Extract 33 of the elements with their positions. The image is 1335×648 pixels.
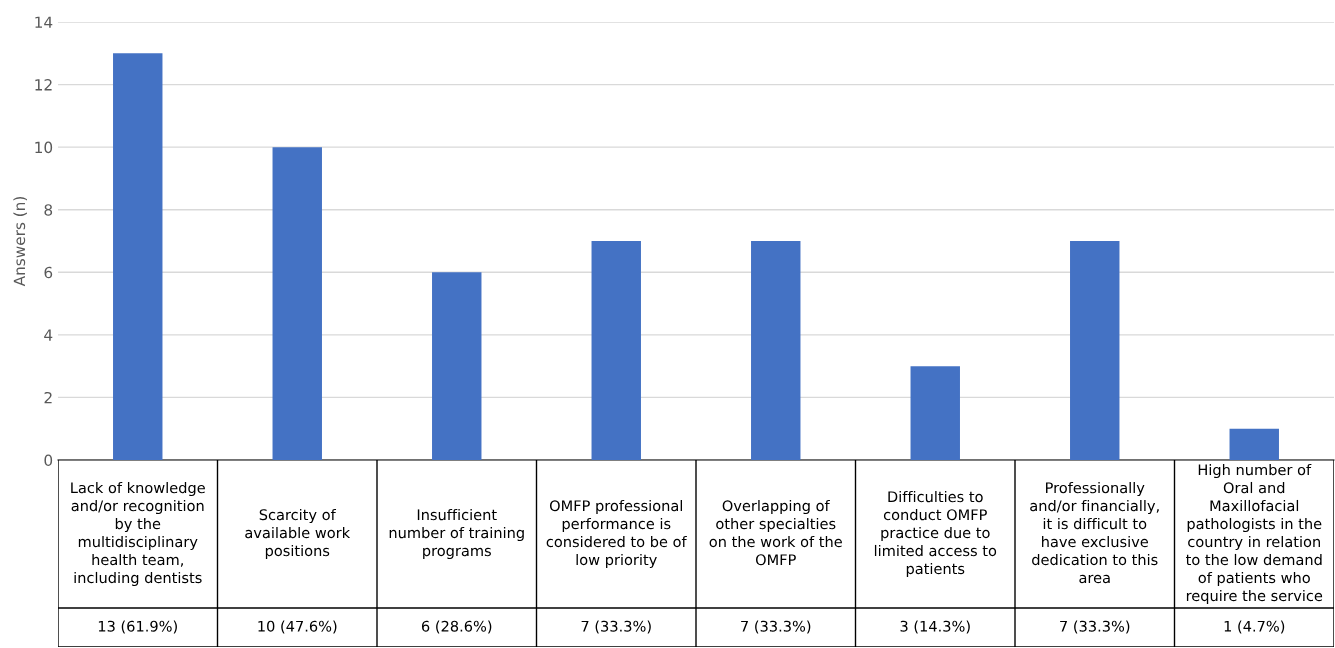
data-label: 13 (61.9%) xyxy=(98,620,177,634)
x-tick-label: OMFP professional performance is considered to be of low priority xyxy=(546,499,687,569)
bar xyxy=(1070,241,1120,460)
x-tick-label: Insufficient number of training programs xyxy=(389,508,524,560)
bar xyxy=(910,366,960,460)
x-tick-label: High number of Oral and Maxillofacial pathologists in the country in relation to the low demand of patients who require the service xyxy=(1186,463,1323,605)
data-label: 7 (33.3%) xyxy=(741,620,811,634)
data-label: 10 (47.6%) xyxy=(258,620,337,634)
bar xyxy=(1229,428,1279,460)
data-label: 3 (14.3%) xyxy=(900,620,970,634)
bar xyxy=(432,272,482,460)
y-axis-title: Answers (n) xyxy=(13,196,27,287)
x-tick-label: Overlapping of other specialties on the work of the OMFP xyxy=(709,499,842,566)
x-tick-label: Professionally and/or financially, it is difficult to have exclusive dedication to this area xyxy=(1030,481,1159,584)
bar xyxy=(751,241,801,460)
x-tick-label: Lack of knowledge and/or recognition by the multidisciplinary health team, including dentists xyxy=(71,481,205,587)
data-label: 1 (4.7%) xyxy=(1224,620,1285,634)
data-label: 6 (28.6%) xyxy=(421,620,492,634)
y-tick-label: 14 xyxy=(35,16,53,28)
y-tick-label: 10 xyxy=(35,141,53,154)
bar xyxy=(272,147,322,460)
x-tick-label: Scarcity of available work positions xyxy=(245,508,351,560)
x-tick-label: Difficulties to conduct OMFP practice due to limited access to patients xyxy=(874,490,997,578)
y-tick-label: 6 xyxy=(44,266,53,279)
y-tick-label: 8 xyxy=(44,204,53,216)
bar xyxy=(113,53,163,460)
y-tick-label: 4 xyxy=(44,329,53,341)
data-label: 7 (33.3%) xyxy=(581,620,651,634)
y-tick-label: 12 xyxy=(35,79,52,91)
bar xyxy=(591,241,641,460)
y-tick-label: 0 xyxy=(44,454,53,467)
y-tick-label: 2 xyxy=(44,391,52,404)
data-label: 7 (33.3%) xyxy=(1060,620,1130,634)
